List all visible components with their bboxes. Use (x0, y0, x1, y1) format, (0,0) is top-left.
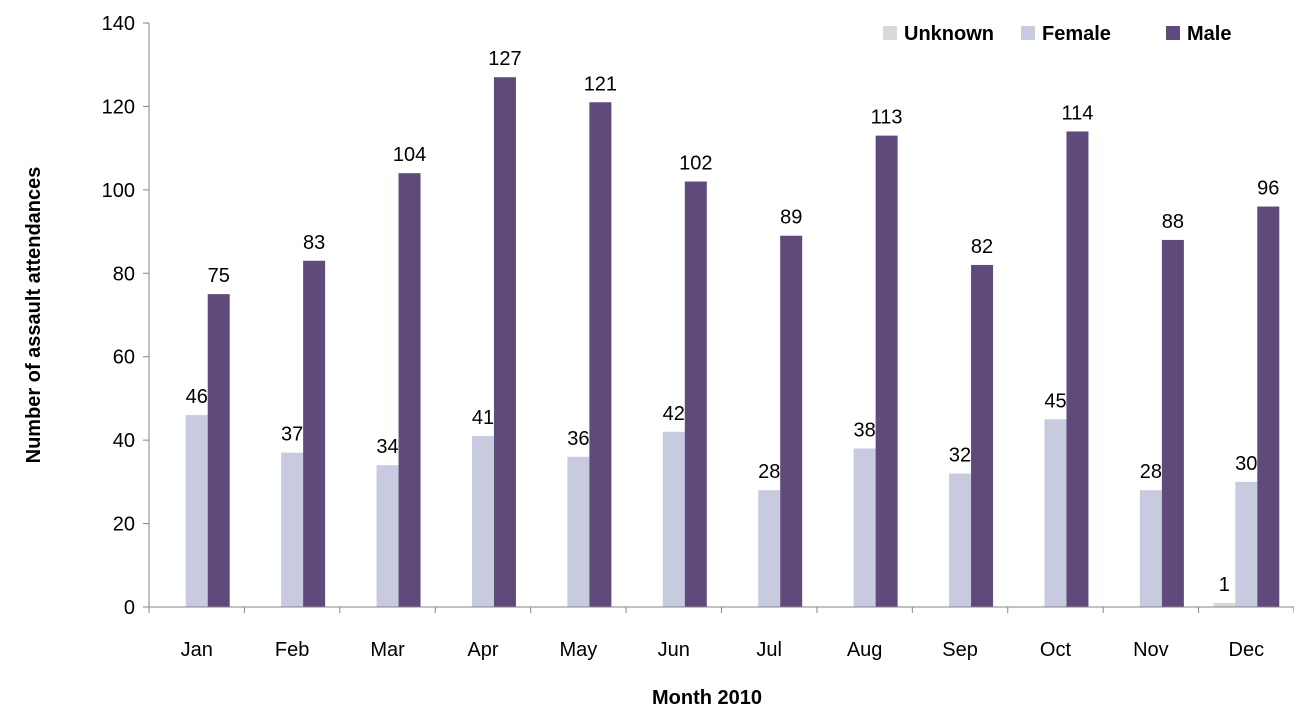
bar-male-oct (1066, 131, 1089, 607)
bar-male-jun (684, 181, 707, 607)
bar-female-aug (853, 448, 876, 607)
bar-male-sep (971, 264, 994, 607)
y-tick-label: 100 (102, 180, 135, 202)
x-tick-label-jul: Jul (756, 639, 782, 661)
data-label-male-aug: 113 (871, 107, 903, 129)
bar-female-nov (1139, 490, 1162, 607)
legend-label-male: Male (1187, 23, 1231, 45)
data-label-male-feb: 83 (303, 232, 325, 254)
x-tick-label-dec: Dec (1229, 639, 1265, 661)
data-label-male-apr: 127 (488, 48, 521, 70)
x-tick-label-apr: Apr (467, 639, 498, 661)
data-label-female-feb: 37 (281, 424, 303, 446)
bar-female-may (567, 456, 590, 607)
legend-label-female: Female (1042, 23, 1111, 45)
y-tick-label: 120 (102, 96, 135, 118)
data-label-male-oct: 114 (1062, 102, 1094, 124)
data-label-female-mar: 34 (376, 436, 398, 458)
data-label-male-dec: 96 (1257, 178, 1279, 200)
x-tick-label-oct: Oct (1040, 639, 1072, 661)
data-label-male-mar: 104 (393, 144, 426, 166)
bar-male-may (589, 102, 612, 607)
data-label-female-may: 36 (567, 428, 589, 450)
bar-male-aug (875, 135, 898, 607)
bar-male-jan (207, 294, 230, 607)
data-label-female-dec: 30 (1235, 453, 1257, 475)
x-tick-label-may: May (559, 639, 597, 661)
x-tick-label-aug: Aug (847, 639, 883, 661)
bar-male-apr (493, 77, 516, 607)
legend: Unknown Female Male (883, 23, 1231, 45)
data-label-female-oct: 45 (1044, 390, 1066, 412)
y-tick-label: 80 (113, 263, 135, 285)
data-label-female-sep: 32 (949, 445, 971, 467)
legend-swatch-unknown (883, 26, 897, 40)
y-tick-label: 60 (113, 347, 135, 369)
bar-male-mar (398, 173, 421, 607)
data-label-male-jul: 89 (780, 207, 802, 229)
bar-male-feb (303, 260, 326, 607)
y-tick-label: 20 (113, 514, 135, 536)
bars-layer (185, 77, 1280, 608)
y-tick-label: 40 (113, 430, 135, 452)
data-label-male-jun: 102 (679, 153, 712, 175)
x-tick-label-jun: Jun (658, 639, 690, 661)
bar-female-sep (949, 473, 972, 607)
bar-female-mar (376, 465, 399, 607)
data-label-female-jul: 28 (758, 461, 780, 483)
y-axis-title: Number of assault attendances (23, 167, 45, 464)
ticks-layer: 0 20 40 60 80 100 120 140 Jan Feb Mar Apr May Jun Jul A… (102, 13, 1294, 661)
bar-female-oct (1044, 419, 1067, 607)
data-label-female-apr: 41 (472, 407, 494, 429)
x-axis-title: Month 2010 (652, 687, 762, 709)
legend-label-unknown: Unknown (904, 23, 994, 45)
bar-male-dec (1257, 206, 1280, 608)
x-tick-label-nov: Nov (1133, 639, 1169, 661)
x-tick-label-feb: Feb (275, 639, 309, 661)
bar-male-nov (1161, 239, 1184, 607)
data-label-male-jan: 75 (208, 265, 230, 287)
y-tick-label: 140 (102, 13, 135, 35)
data-label-male-may: 121 (584, 73, 617, 95)
data-label-unknown-dec: 1 (1219, 574, 1230, 596)
data-label-male-sep: 82 (971, 236, 993, 258)
x-tick-label-mar: Mar (370, 639, 405, 661)
x-tick-label-sep: Sep (942, 639, 978, 661)
legend-swatch-female (1021, 26, 1035, 40)
data-label-male-nov: 88 (1162, 211, 1184, 233)
x-tick-label-jan: Jan (181, 639, 213, 661)
data-label-female-jan: 46 (186, 386, 208, 408)
data-label-female-jun: 42 (663, 403, 685, 425)
bar-female-dec (1235, 481, 1258, 607)
bar-female-apr (471, 435, 494, 607)
legend-swatch-male (1166, 26, 1180, 40)
bar-female-jan (185, 415, 208, 607)
data-label-female-aug: 38 (854, 419, 876, 441)
bar-female-jul (758, 490, 781, 607)
bar-female-jun (662, 431, 685, 607)
bar-female-feb (281, 452, 304, 607)
data-labels-layer: 1 46 37 34 41 36 42 28 38 32 45 28 30 75 83 104 127 121 10… (186, 48, 1280, 596)
bar-unknown-dec (1213, 602, 1236, 607)
data-label-female-nov: 28 (1140, 461, 1162, 483)
y-tick-label: 0 (124, 597, 135, 619)
bar-male-jul (780, 235, 803, 607)
